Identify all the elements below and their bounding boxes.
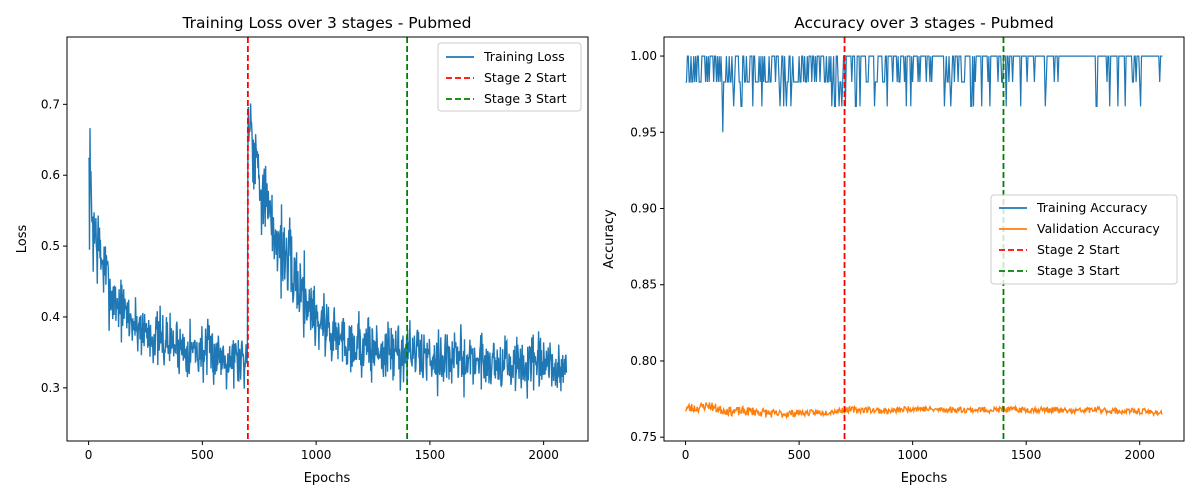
- loss-legend-box: [437, 42, 582, 112]
- x-tick-label: 0: [85, 448, 93, 462]
- accuracy-y-label: Accuracy: [602, 209, 617, 269]
- y-tick-label: 0.6: [41, 168, 60, 182]
- x-tick-label: 2000: [528, 448, 559, 462]
- x-tick-label: 1000: [897, 448, 928, 462]
- x-tick-label: 1500: [1011, 448, 1042, 462]
- x-tick-label: 0: [682, 448, 690, 462]
- x-tick-label: 1000: [301, 448, 332, 462]
- legend-stage2-label: Stage 2 Start: [484, 70, 567, 85]
- loss-x-label: Epochs: [304, 471, 351, 486]
- legend-training-loss-label: Training Loss: [483, 49, 565, 64]
- loss-chart: Training Loss over 3 stages - Pubmed 0 50…: [15, 14, 589, 486]
- accuracy-chart: Accuracy over 3 stages - Pubmed 0 500 1000…: [602, 14, 1185, 486]
- legend-stage3-label: Stage 3 Start: [1037, 263, 1120, 278]
- y-tick-label: 0.85: [630, 278, 657, 292]
- y-tick-label: 0.7: [41, 97, 60, 111]
- y-tick-label: 0.3: [41, 381, 60, 395]
- accuracy-chart-title: Accuracy over 3 stages - Pubmed: [794, 14, 1054, 32]
- x-tick-label: 500: [191, 448, 214, 462]
- y-tick-label: 0.80: [630, 354, 657, 368]
- accuracy-legend: Training Accuracy Validation Accuracy St…: [990, 194, 1178, 285]
- accuracy-axes-frame: [663, 36, 1185, 442]
- legend-training-accuracy-label: Training Accuracy: [1036, 200, 1148, 215]
- y-tick-label: 0.95: [630, 125, 657, 139]
- y-tick-label: 0.4: [41, 310, 60, 324]
- x-tick-label: 2000: [1124, 448, 1155, 462]
- loss-y-ticks: 0.3 0.4 0.5 0.6 0.7: [41, 97, 67, 395]
- accuracy-legend-box: [990, 194, 1178, 285]
- validation-accuracy-line: [684, 401, 1163, 420]
- legend-stage2-label: Stage 2 Start: [1037, 242, 1120, 257]
- legend-validation-accuracy-label: Validation Accuracy: [1037, 221, 1160, 236]
- y-tick-label: 0.75: [630, 430, 657, 444]
- loss-chart-title: Training Loss over 3 stages - Pubmed: [181, 14, 471, 32]
- training-accuracy-line: [685, 55, 1163, 133]
- loss-axes-frame: [66, 36, 589, 442]
- accuracy-x-label: Epochs: [901, 471, 948, 486]
- loss-plot-area: [87, 37, 568, 441]
- x-tick-label: 1500: [415, 448, 446, 462]
- accuracy-x-ticks: 0 500 1000 1500 2000: [682, 441, 1155, 462]
- legend-stage3-label: Stage 3 Start: [484, 91, 567, 106]
- accuracy-y-ticks: 0.75 0.80 0.85 0.90 0.95 1.00: [630, 49, 664, 444]
- y-tick-label: 0.90: [630, 202, 657, 216]
- loss-x-ticks: 0 500 1000 1500 2000: [85, 441, 559, 462]
- loss-y-label: Loss: [15, 225, 30, 254]
- y-tick-label: 0.5: [41, 239, 60, 253]
- x-tick-label: 500: [788, 448, 811, 462]
- loss-legend: Training Loss Stage 2 Start Stage 3 Star…: [437, 42, 582, 112]
- y-tick-label: 1.00: [630, 49, 657, 63]
- training-loss-line: [87, 103, 568, 399]
